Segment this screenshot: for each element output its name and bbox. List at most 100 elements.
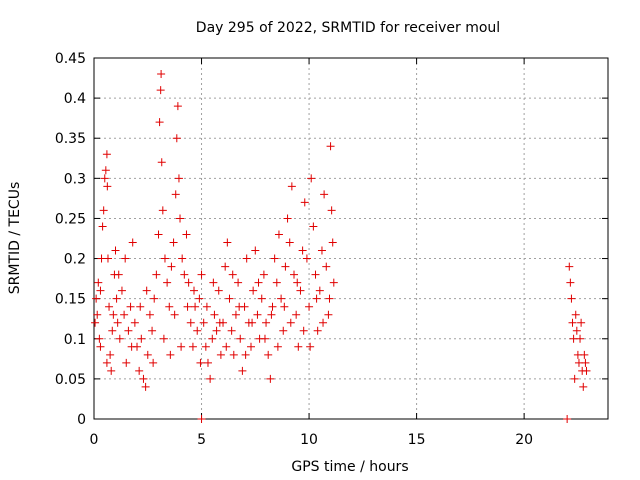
data-point xyxy=(299,326,308,335)
data-point xyxy=(114,270,123,279)
data-point xyxy=(197,270,206,279)
data-point xyxy=(122,358,131,367)
data-point xyxy=(273,342,282,351)
data-point xyxy=(101,166,110,175)
data-point xyxy=(279,326,288,335)
y-tick-label: 0.3 xyxy=(64,171,86,187)
data-point xyxy=(124,326,133,335)
data-point xyxy=(238,366,247,375)
data-point xyxy=(277,294,286,303)
data-point xyxy=(139,374,148,383)
data-point xyxy=(324,310,333,319)
data-point xyxy=(264,350,273,359)
x-axis-label: GPS time / hours xyxy=(291,459,408,475)
y-tick-label: 0.05 xyxy=(55,372,86,388)
data-point xyxy=(102,150,111,159)
data-point xyxy=(193,326,202,335)
data-point xyxy=(195,294,204,303)
data-point xyxy=(270,254,279,263)
data-point xyxy=(274,230,283,239)
data-point xyxy=(209,278,218,287)
data-point xyxy=(268,302,277,311)
data-point xyxy=(322,262,331,271)
data-point xyxy=(280,302,289,311)
data-point xyxy=(128,238,137,247)
data-point xyxy=(135,366,144,375)
data-point xyxy=(98,222,107,231)
data-point xyxy=(94,278,103,287)
data-point xyxy=(148,326,157,335)
data-point xyxy=(576,334,585,343)
data-point xyxy=(130,318,139,327)
data-point xyxy=(257,294,266,303)
data-point xyxy=(327,206,336,215)
x-axis: 0 5 10 15 20 xyxy=(90,58,533,448)
x-tick-label: 10 xyxy=(300,432,318,448)
data-point xyxy=(142,286,151,295)
data-point xyxy=(215,318,224,327)
data-point xyxy=(115,334,124,343)
y-tick-label: 0.1 xyxy=(64,332,86,348)
data-point xyxy=(326,142,335,151)
y-axis-label: SRMTID / TECUs xyxy=(7,182,23,295)
data-point xyxy=(113,318,122,327)
data-point xyxy=(223,238,232,247)
data-point xyxy=(294,342,303,351)
data-point xyxy=(120,310,129,319)
data-point xyxy=(236,334,245,343)
data-point xyxy=(109,310,118,319)
data-point xyxy=(259,270,268,279)
data-point xyxy=(206,374,215,383)
data-point xyxy=(287,182,296,191)
data-point xyxy=(296,286,305,295)
data-point xyxy=(309,222,318,231)
data-point xyxy=(190,286,199,295)
data-point xyxy=(203,358,212,367)
data-point xyxy=(262,318,271,327)
data-point xyxy=(305,302,314,311)
data-point xyxy=(222,342,231,351)
data-point xyxy=(197,415,206,423)
data-point xyxy=(241,350,250,359)
data-point xyxy=(91,318,100,327)
data-point xyxy=(248,318,257,327)
data-point xyxy=(283,214,292,223)
data-point xyxy=(581,358,590,367)
data-point xyxy=(169,238,178,247)
data-point xyxy=(251,246,260,255)
y-tick-label: 0.4 xyxy=(64,91,86,107)
data-point xyxy=(227,326,236,335)
data-point xyxy=(572,326,581,335)
data-point xyxy=(234,278,243,287)
data-point xyxy=(182,230,191,239)
data-point xyxy=(566,278,575,287)
data-point xyxy=(180,270,189,279)
data-point xyxy=(285,238,294,247)
y-tick-label: 0 xyxy=(77,412,86,428)
data-point xyxy=(260,334,269,343)
data-point xyxy=(93,310,102,319)
data-point xyxy=(99,206,108,215)
data-point xyxy=(154,230,163,239)
data-point xyxy=(567,294,576,303)
data-point xyxy=(145,310,154,319)
data-point xyxy=(319,318,328,327)
data-point xyxy=(235,302,244,311)
data-point xyxy=(292,310,301,319)
grid-lines xyxy=(94,58,608,419)
data-point xyxy=(312,294,321,303)
data-point xyxy=(328,238,337,247)
data-point xyxy=(141,382,150,391)
data-point xyxy=(317,246,326,255)
data-point xyxy=(95,334,104,343)
data-point xyxy=(103,182,112,191)
x-tick-label: 20 xyxy=(515,432,533,448)
data-point xyxy=(174,174,183,183)
data-point xyxy=(320,190,329,199)
data-points xyxy=(91,70,591,423)
data-point xyxy=(163,278,172,287)
data-point xyxy=(100,174,109,183)
data-point xyxy=(166,350,175,359)
data-point xyxy=(214,286,223,295)
